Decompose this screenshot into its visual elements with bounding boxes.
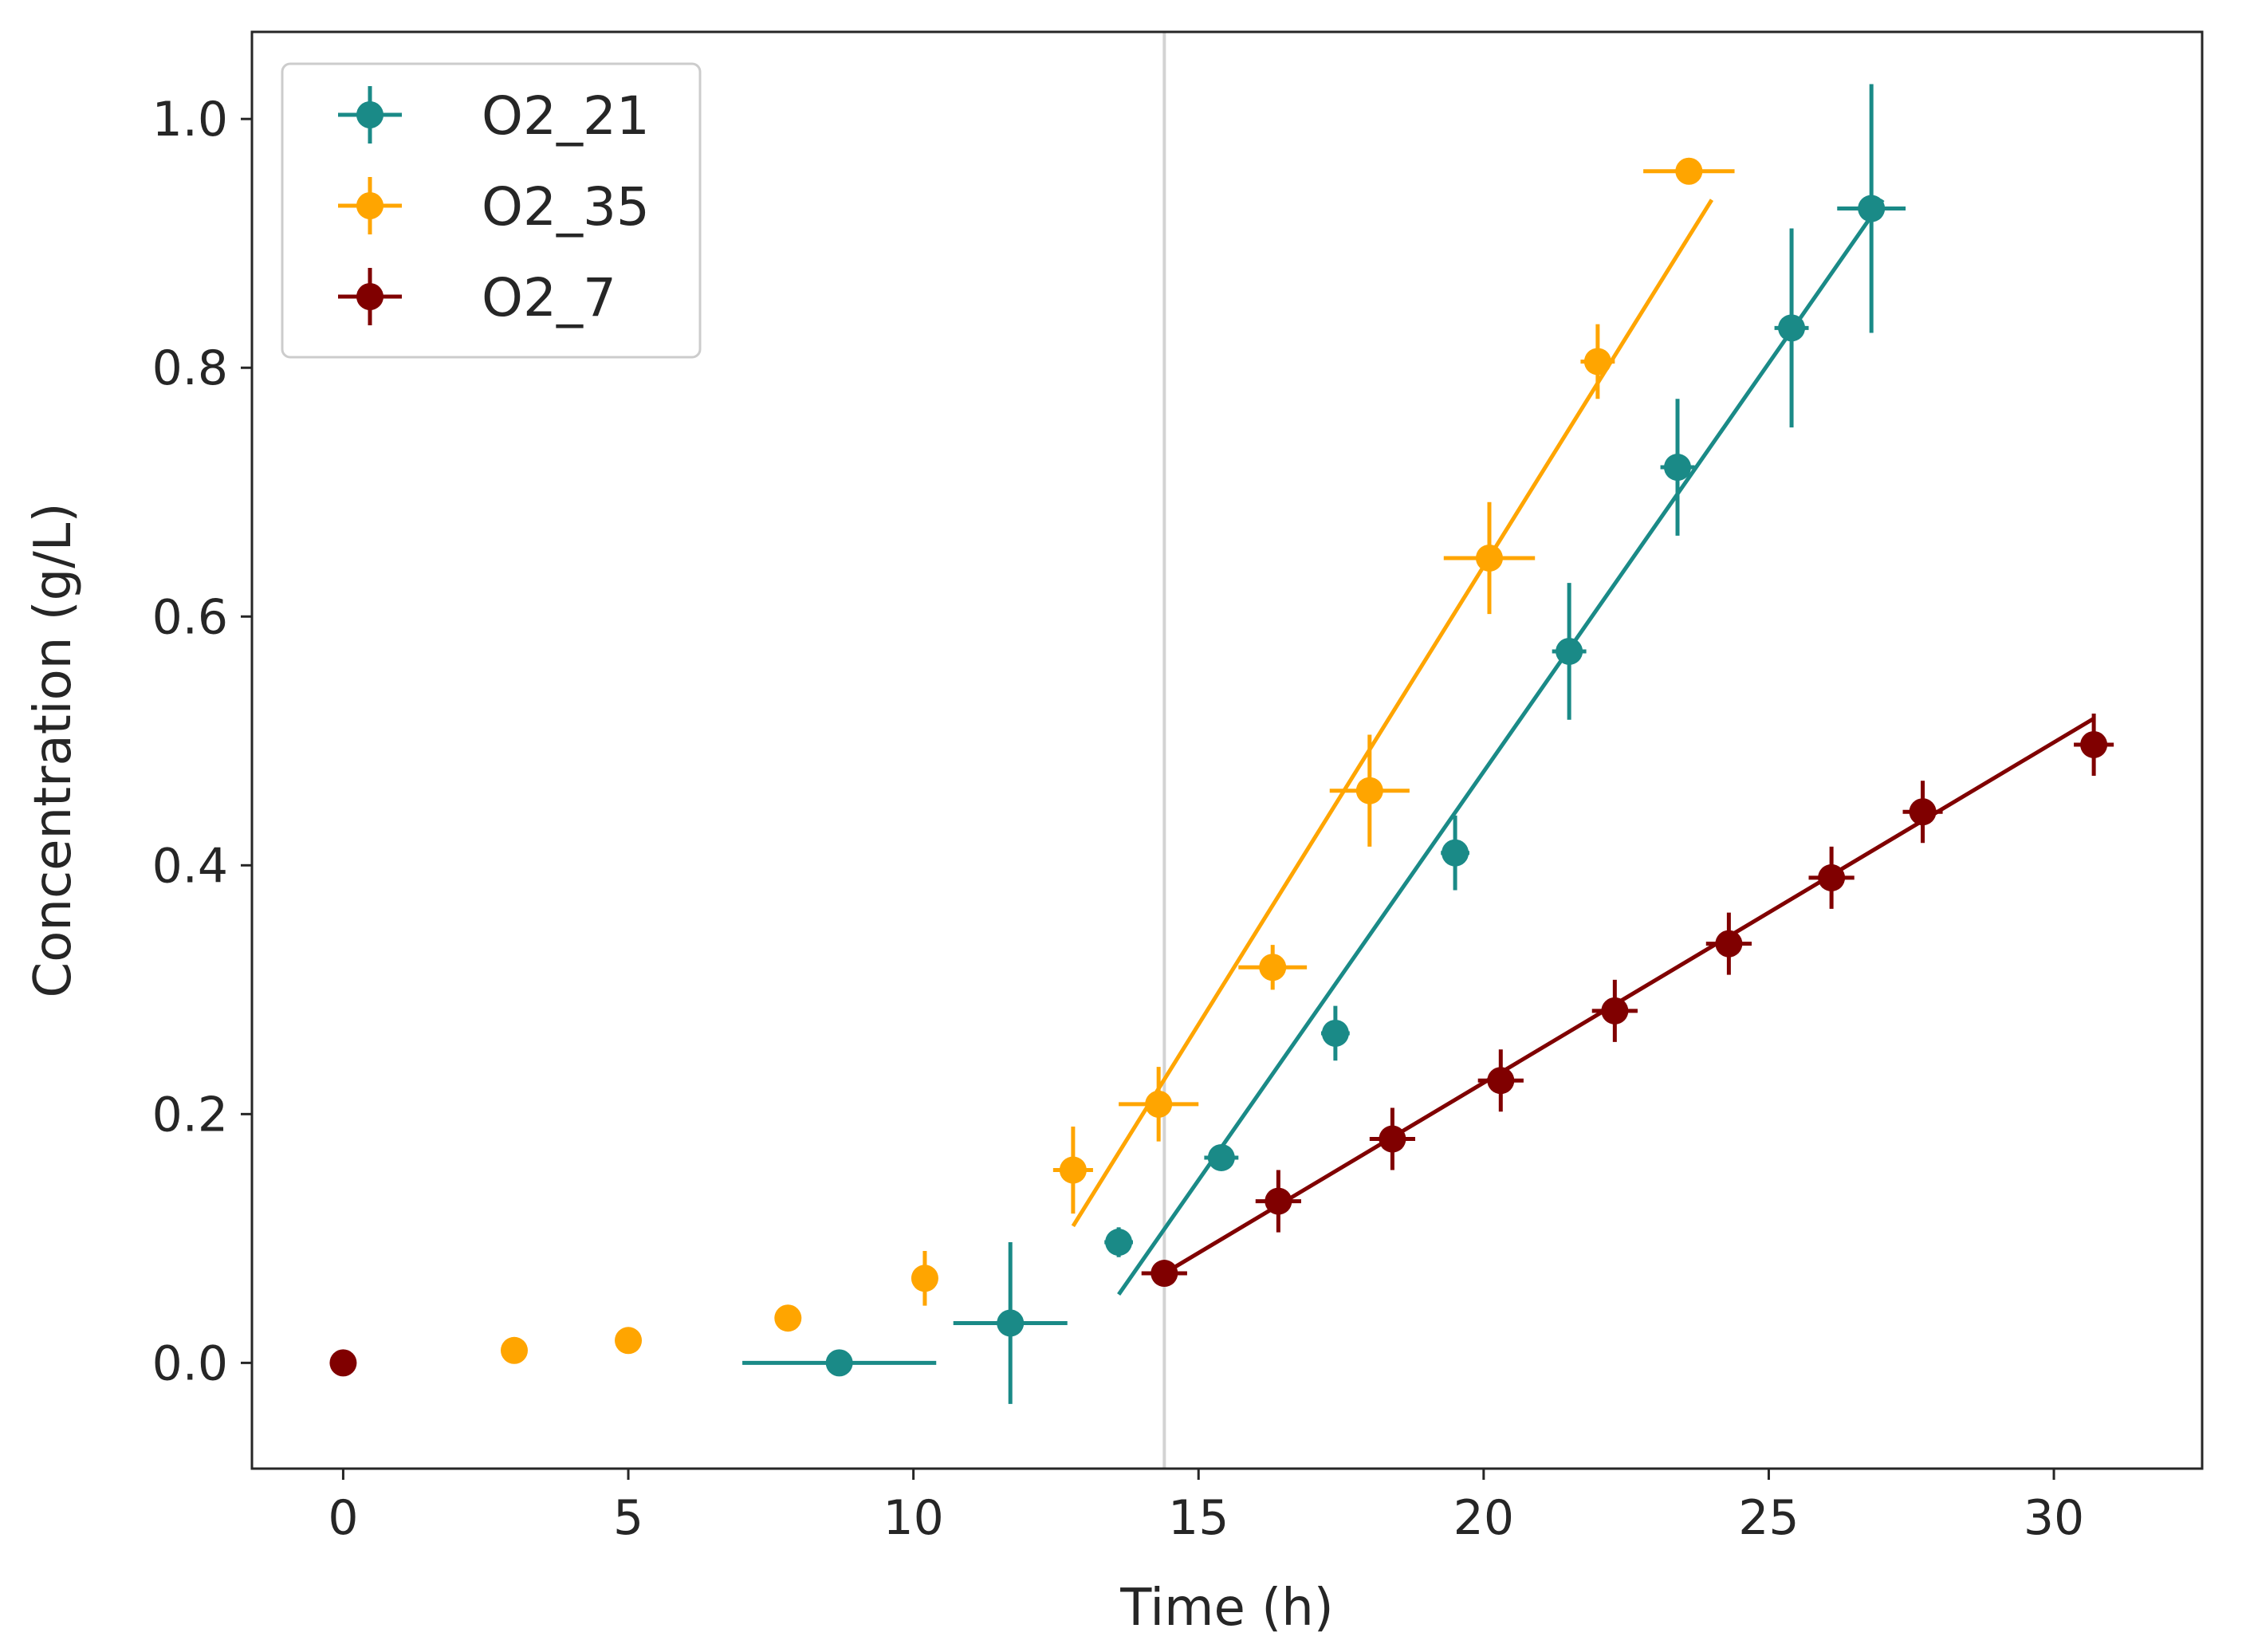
y-tick-label: 0.4: [152, 838, 228, 894]
x-axis: 0 5 10 15 20 25 30: [328, 1469, 2084, 1546]
plot-area: [329, 32, 2114, 1469]
y-axis-label: Concentration (g/L): [24, 503, 83, 998]
marker: [1150, 1260, 1178, 1288]
data-point-O2_35-10: [1643, 157, 1735, 185]
marker: [1556, 637, 1583, 665]
marker: [1259, 954, 1287, 981]
data-point-O2_7-2: [1255, 1170, 1301, 1233]
y-axis: 0.0 0.2 0.4 0.6 0.8 1.0: [152, 92, 252, 1391]
data-point-O2_35-9: [1580, 324, 1615, 399]
data-point-O2_7-6: [1705, 912, 1752, 975]
marker: [997, 1309, 1025, 1337]
data-point-O2_21-9: [1837, 84, 1906, 333]
marker: [1145, 1090, 1173, 1118]
marker: [1379, 1125, 1406, 1153]
data-point-O2_35-1: [615, 1327, 643, 1355]
data-point-O2_21-0: [742, 1349, 937, 1377]
y-tick-label: 0.0: [152, 1335, 228, 1391]
series-O2_35: [500, 157, 1735, 1364]
data-point-O2_7-4: [1477, 1049, 1524, 1112]
marker: [1601, 997, 1629, 1025]
legend-item-O2_7: O2_7: [338, 267, 616, 328]
data-point-O2_7-3: [1369, 1107, 1416, 1170]
data-point-O2_21-3: [1204, 1143, 1239, 1171]
legend: O2_21 O2_35 O2_7: [281, 62, 702, 359]
marker: [1265, 1187, 1292, 1215]
data-point-O2_7-1: [1141, 1260, 1187, 1288]
marker: [1475, 544, 1503, 572]
x-axis-label: Time (h): [1119, 1579, 1333, 1638]
data-point-O2_7-9: [2074, 713, 2114, 776]
marker: [1105, 1229, 1133, 1257]
marker: [1583, 348, 1611, 376]
data-point-O2_7-7: [1808, 846, 1855, 909]
data-point-O2_21-8: [1774, 228, 1809, 428]
marker: [1664, 454, 1692, 482]
data-point-O2_7-5: [1591, 979, 1638, 1042]
marker: [825, 1349, 853, 1377]
legend-marker: [356, 283, 384, 310]
data-point-O2_35-6: [1238, 945, 1308, 990]
x-tick-label: 10: [883, 1490, 943, 1546]
marker: [2080, 730, 2108, 758]
data-point-O2_35-5: [1119, 1067, 1199, 1142]
y-tick-label: 0.2: [152, 1087, 228, 1143]
data-point-O2_7-0: [329, 1349, 357, 1377]
data-point-O2_35-8: [1443, 502, 1536, 615]
marker: [329, 1349, 357, 1377]
data-point-O2_21-2: [1104, 1227, 1133, 1257]
x-tick-label: 25: [1738, 1490, 1799, 1546]
marker: [1675, 157, 1703, 185]
data-point-O2_35-4: [1052, 1126, 1093, 1214]
data-point-O2_21-6: [1552, 583, 1587, 720]
x-tick-label: 0: [328, 1490, 358, 1546]
data-point-O2_35-0: [500, 1336, 528, 1364]
axes-frame: [250, 30, 2204, 1470]
marker: [1355, 777, 1383, 804]
y-tick-label: 0.6: [152, 589, 228, 645]
legend-label: O2_21: [482, 85, 650, 147]
marker: [1321, 1019, 1349, 1047]
marker: [1818, 863, 1846, 891]
marker: [615, 1327, 643, 1355]
marker: [500, 1336, 528, 1364]
marker: [1207, 1143, 1235, 1171]
marker: [1059, 1156, 1087, 1184]
marker: [911, 1265, 938, 1292]
marker: [1858, 195, 1886, 222]
series-O2_21: [742, 84, 1906, 1404]
legend-box: [281, 62, 702, 359]
y-tick-label: 0.8: [152, 340, 228, 396]
legend-item-O2_21: O2_21: [338, 85, 650, 147]
marker: [1715, 930, 1743, 958]
data-point-O2_21-7: [1660, 399, 1695, 536]
fit-line-O2_21: [1117, 199, 1885, 1296]
marker: [774, 1304, 802, 1332]
x-tick-label: 5: [613, 1490, 643, 1546]
x-tick-label: 30: [2024, 1490, 2084, 1546]
data-point-O2_35-2: [774, 1304, 802, 1332]
data-point-O2_35-3: [911, 1250, 938, 1306]
marker: [1909, 798, 1937, 826]
data-point-O2_21-4: [1321, 1005, 1350, 1061]
data-point-O2_21-5: [1441, 815, 1469, 891]
legend-label: O2_35: [482, 176, 650, 238]
marker: [1487, 1067, 1515, 1095]
series-O2_7: [329, 713, 2114, 1377]
legend-marker: [356, 101, 384, 128]
legend-label: O2_7: [482, 267, 616, 328]
data-point-O2_35-7: [1329, 734, 1410, 847]
legend-marker: [356, 192, 384, 219]
x-tick-label: 15: [1168, 1490, 1229, 1546]
data-point-O2_21-1: [953, 1242, 1068, 1404]
data-point-O2_7-8: [1902, 781, 1943, 844]
marker: [1778, 314, 1806, 342]
y-tick-label: 1.0: [152, 92, 228, 148]
legend-item-O2_35: O2_35: [338, 176, 650, 238]
marker: [1442, 839, 1469, 867]
x-tick-label: 20: [1453, 1490, 1514, 1546]
